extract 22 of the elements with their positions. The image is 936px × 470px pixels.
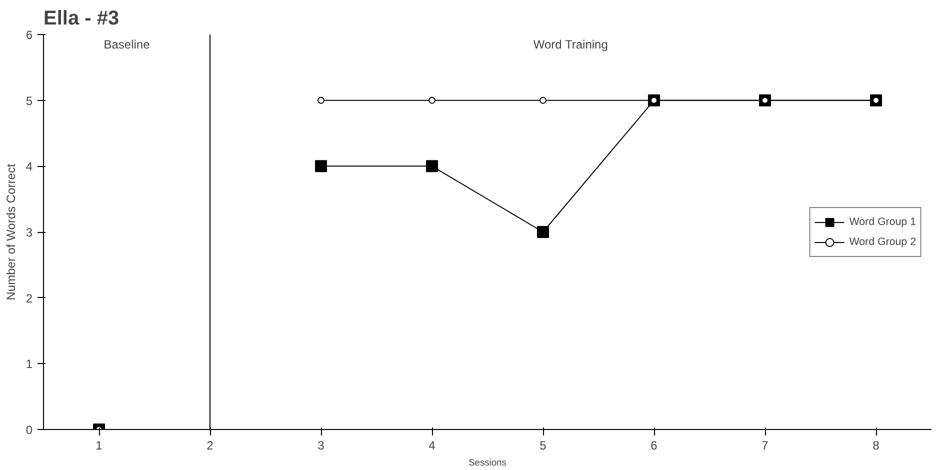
x-tick-label: 7 <box>762 438 769 452</box>
legend-label: Word Group 2 <box>849 236 916 248</box>
y-tick-label: 4 <box>26 160 33 174</box>
x-tick-label: 5 <box>540 438 547 452</box>
y-tick-label: 3 <box>26 226 33 240</box>
y-axis-title: Number of Words Correct <box>4 163 18 300</box>
y-tick-label: 0 <box>26 423 33 437</box>
y-tick-label: 2 <box>26 291 33 306</box>
x-tick-label: 6 <box>650 438 658 452</box>
annotation: Baseline <box>104 38 150 52</box>
x-tick-label: 3 <box>318 438 325 452</box>
y-tick-label: 5 <box>26 94 33 108</box>
chart-title: Ella - #3 <box>44 8 120 30</box>
y-tick-label: 1 <box>26 357 33 372</box>
x-axis-title: Sessions <box>468 458 507 468</box>
legend-label: Word Group 1 <box>849 216 916 228</box>
x-tick-label: 4 <box>428 438 436 452</box>
x-tick-label: 2 <box>206 438 214 452</box>
annotation: Word Training <box>533 38 608 52</box>
x-tick-label: 8 <box>872 438 880 452</box>
y-tick-label: 6 <box>26 28 33 42</box>
x-tick-label: 1 <box>96 438 103 452</box>
